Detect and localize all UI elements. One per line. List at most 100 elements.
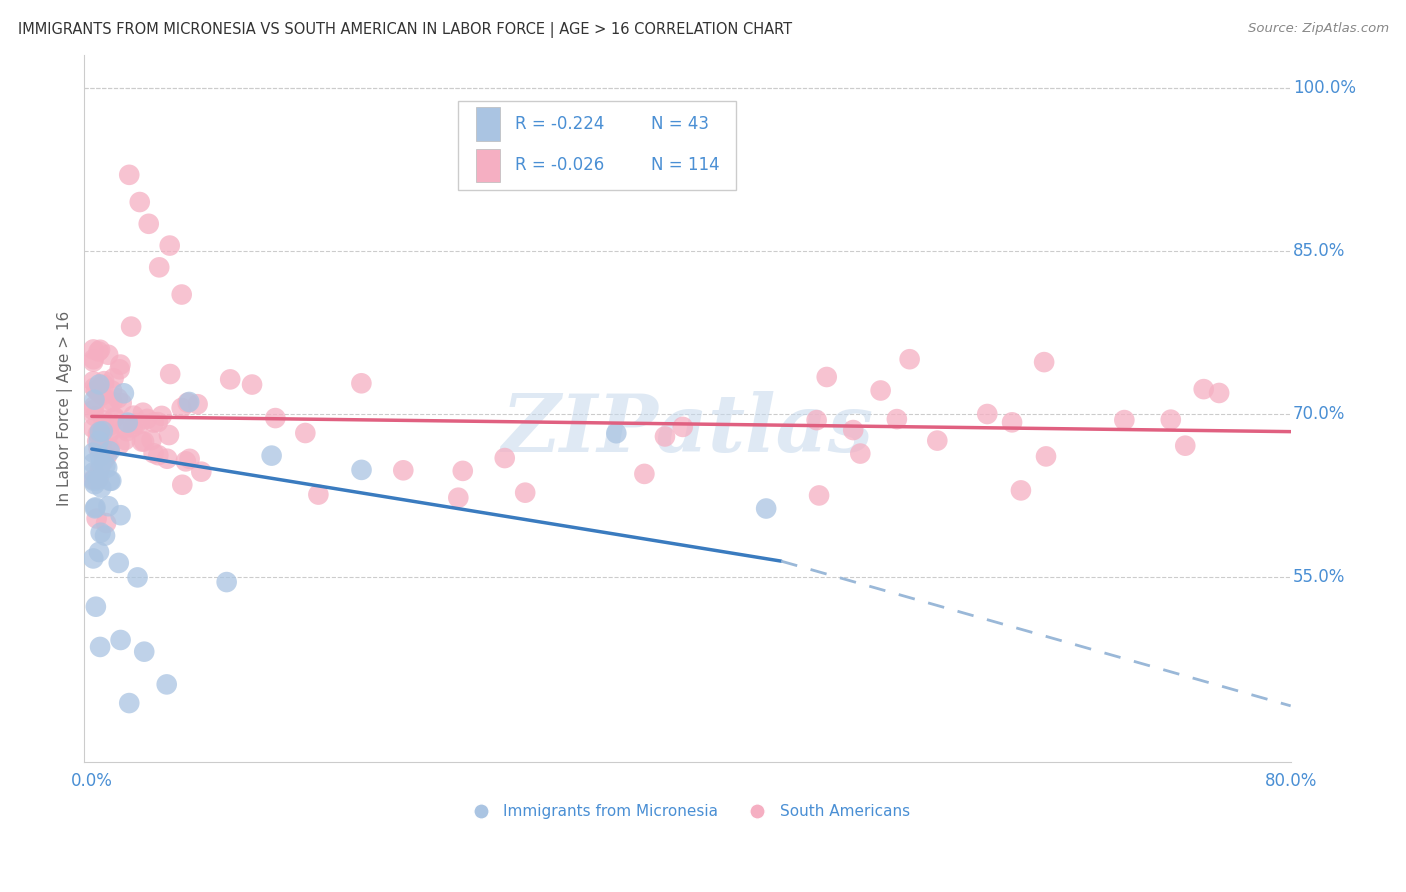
Point bbox=[170, 401, 193, 415]
Point bbox=[98, 444, 121, 458]
Point bbox=[104, 410, 127, 425]
Point bbox=[107, 556, 129, 570]
FancyBboxPatch shape bbox=[477, 148, 501, 183]
Point bbox=[90, 525, 112, 540]
Point bbox=[190, 465, 212, 479]
Point bbox=[869, 384, 891, 398]
Point bbox=[87, 472, 110, 486]
Text: IMMIGRANTS FROM MICRONESIA VS SOUTH AMERICAN IN LABOR FORCE | AGE > 16 CORRELATI: IMMIGRANTS FROM MICRONESIA VS SOUTH AMER… bbox=[18, 22, 793, 38]
Point bbox=[849, 446, 872, 460]
Point bbox=[755, 501, 778, 516]
Point bbox=[264, 411, 287, 425]
Point bbox=[87, 545, 110, 559]
Point bbox=[654, 429, 676, 443]
Point bbox=[97, 395, 120, 409]
Point bbox=[141, 433, 163, 447]
Point bbox=[842, 423, 865, 437]
Point bbox=[93, 453, 115, 467]
Point bbox=[120, 319, 142, 334]
Text: 55.0%: 55.0% bbox=[1294, 568, 1346, 586]
Legend: Immigrants from Micronesia, South Americans: Immigrants from Micronesia, South Americ… bbox=[460, 798, 915, 825]
Point bbox=[89, 343, 111, 357]
Point bbox=[156, 677, 179, 691]
Point bbox=[976, 407, 998, 421]
Point bbox=[90, 456, 112, 470]
Point bbox=[98, 442, 121, 456]
Text: ZIPatlas: ZIPatlas bbox=[502, 392, 873, 469]
Point bbox=[1192, 382, 1215, 396]
Point bbox=[83, 409, 105, 423]
Point bbox=[898, 352, 921, 367]
Point bbox=[83, 352, 105, 367]
Point bbox=[93, 421, 115, 435]
Point bbox=[174, 454, 197, 468]
Point bbox=[134, 645, 156, 659]
Point bbox=[122, 409, 145, 423]
Point bbox=[927, 434, 949, 448]
Point bbox=[87, 426, 110, 441]
Text: R = -0.026: R = -0.026 bbox=[515, 156, 605, 175]
Point bbox=[97, 500, 120, 514]
Point bbox=[215, 575, 238, 590]
Point bbox=[82, 466, 104, 480]
Point bbox=[118, 168, 141, 182]
Point bbox=[87, 344, 110, 359]
Point bbox=[115, 424, 138, 438]
Point bbox=[159, 238, 181, 252]
Point bbox=[132, 406, 155, 420]
Point bbox=[108, 438, 131, 452]
Point bbox=[307, 487, 329, 501]
Point bbox=[87, 434, 110, 449]
Point bbox=[118, 696, 141, 710]
Point bbox=[94, 458, 117, 473]
Point bbox=[83, 477, 105, 491]
Point bbox=[451, 464, 474, 478]
Point bbox=[1160, 412, 1182, 426]
Y-axis label: In Labor Force | Age > 16: In Labor Force | Age > 16 bbox=[58, 311, 73, 507]
Point bbox=[148, 448, 170, 462]
Text: 100.0%: 100.0% bbox=[1294, 78, 1355, 97]
Text: Source: ZipAtlas.com: Source: ZipAtlas.com bbox=[1249, 22, 1389, 36]
Point bbox=[672, 420, 695, 434]
Point bbox=[146, 415, 169, 429]
Point bbox=[89, 462, 111, 476]
Point bbox=[515, 485, 537, 500]
Point bbox=[1174, 439, 1197, 453]
Point bbox=[156, 451, 179, 466]
Point bbox=[98, 474, 121, 488]
Point bbox=[93, 377, 115, 392]
Point bbox=[86, 434, 108, 449]
Point bbox=[1035, 450, 1057, 464]
Point bbox=[142, 416, 165, 430]
Point bbox=[1033, 355, 1056, 369]
Point bbox=[98, 418, 121, 433]
Point bbox=[82, 354, 104, 368]
Point bbox=[89, 425, 111, 439]
Point bbox=[392, 463, 415, 477]
Text: N = 114: N = 114 bbox=[651, 156, 720, 175]
Point bbox=[103, 371, 125, 385]
Point bbox=[117, 416, 139, 430]
Point bbox=[176, 395, 198, 409]
Point bbox=[89, 449, 111, 463]
Point bbox=[97, 348, 120, 362]
Point bbox=[179, 395, 201, 409]
Point bbox=[94, 516, 117, 530]
Point bbox=[125, 417, 148, 431]
Point bbox=[89, 377, 111, 392]
Point bbox=[82, 421, 104, 435]
Text: N = 43: N = 43 bbox=[651, 115, 709, 134]
Point bbox=[89, 640, 111, 654]
FancyBboxPatch shape bbox=[458, 101, 735, 189]
Point bbox=[100, 474, 122, 488]
Point bbox=[605, 426, 627, 441]
Point bbox=[187, 397, 209, 411]
Point bbox=[170, 287, 193, 301]
Text: 70.0%: 70.0% bbox=[1294, 405, 1346, 423]
Point bbox=[86, 511, 108, 525]
Point bbox=[89, 386, 111, 401]
Point bbox=[91, 388, 114, 402]
Point bbox=[83, 381, 105, 395]
Point bbox=[350, 463, 373, 477]
Point bbox=[128, 417, 150, 431]
